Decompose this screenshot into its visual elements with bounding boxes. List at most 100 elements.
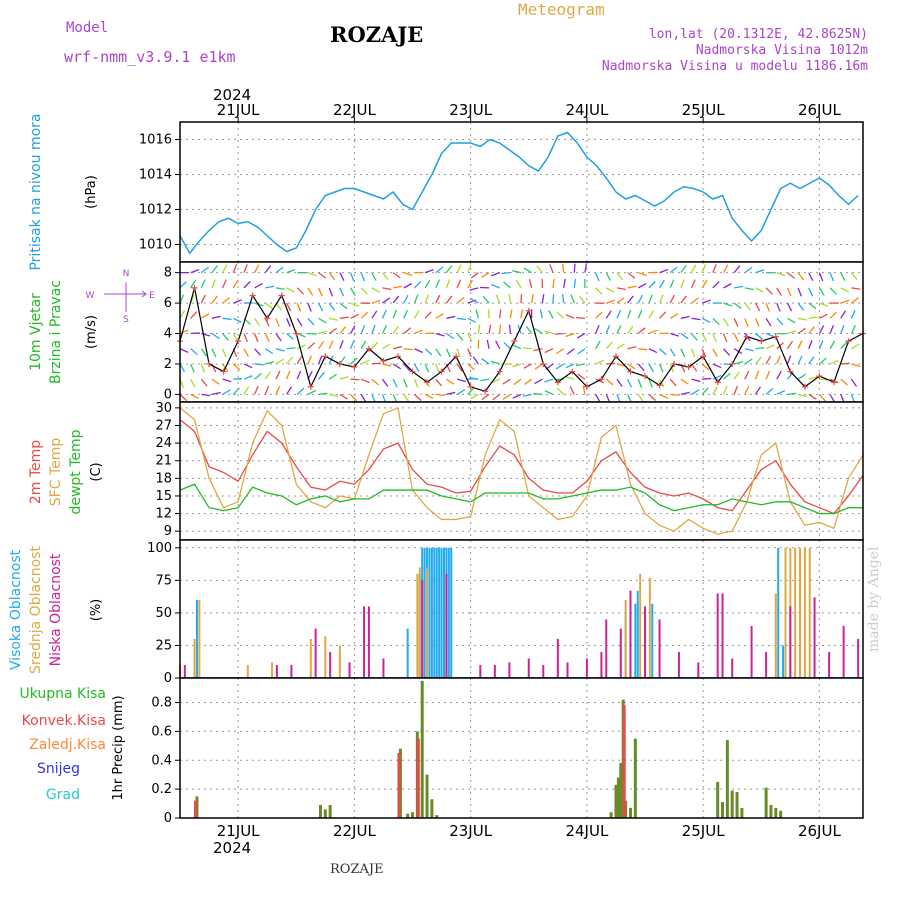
wind-vector [722,317,729,327]
footer-station: ROZAJE [330,862,384,877]
wind-vector [534,378,543,385]
wind-vector [445,279,451,289]
cloud-bar [721,593,724,678]
panel-clouds: 0 25 50 75 100 [147,539,864,686]
cloud-bar [426,568,429,678]
wind-vector [232,264,238,273]
wind-vector [371,324,376,334]
temp-axis-title-1: 2m Temp [28,440,44,504]
cloud-bar [418,567,421,678]
temp-axis-title-3: dewpt Temp [68,429,84,514]
wind-vector [755,269,765,274]
wind-vector [350,313,359,319]
gust-marker [191,284,198,291]
wind-vector [200,313,210,319]
precip-bar [730,790,734,818]
wind-vector [350,393,358,402]
precip-bar [764,787,768,818]
wind-vector [339,326,347,334]
wind-vector [776,272,786,277]
wind-vector [595,378,605,384]
wind-vector [723,372,731,380]
wind-vector [179,393,187,402]
wind-vectors [179,263,861,404]
wind-vector [616,297,625,304]
wind-vector [286,356,294,365]
wind-vector [573,278,577,288]
cloud-bar [605,619,608,678]
day-label-top: 24JUL [565,101,608,119]
panel-wind: 0 2 4 6 8 [164,261,866,404]
gust-marker [496,368,503,375]
wind-vector [733,333,739,342]
wind-vector [307,332,317,335]
wind-vector [733,385,739,395]
cloud-bar [651,603,654,678]
gust-marker [351,364,358,370]
cloud-bar [435,547,438,678]
wind-vector [808,302,817,310]
gust-marker [816,373,823,380]
wind-vector [456,333,464,341]
cloud-bar [195,599,198,678]
gust-marker [482,388,489,395]
cloud-bar [508,662,511,678]
cloud-bar [774,593,777,678]
wind-vector [797,327,806,335]
wind-vector [456,363,463,372]
gust-marker [554,379,561,386]
wind-vector [392,295,400,304]
y-tick-label: 0.8 [151,696,172,711]
cloud-bar [828,651,831,678]
wind-vector [797,287,802,297]
wind-vector [492,393,501,401]
cloud-bar [629,590,632,678]
wind-vector [577,348,586,355]
wind-vector [371,362,381,365]
y-tick-label: 0 [164,811,172,826]
wind-vector [233,378,243,380]
wind-vector [648,329,658,335]
wind-vector [490,360,500,365]
wind-vector [669,313,679,319]
wind-vector [456,279,462,289]
wind-vector [563,278,566,288]
panel-background [180,678,863,818]
cloud-bar [697,662,700,678]
cloud-bar [382,658,385,678]
wind-vector [285,302,292,312]
wind-vector [190,279,197,289]
wind-vector [296,370,302,380]
y-tick-label: 4 [164,327,172,342]
wind-vector [627,272,636,279]
wind-vector [339,393,348,400]
wind-vector [211,391,221,396]
wind-vector [296,387,305,395]
wind-vector [349,272,355,282]
wind-vector [328,302,336,311]
wind-vector [502,378,511,385]
wind-vector [275,348,285,352]
wind-vector [570,294,575,304]
precip-bar [614,784,618,818]
precip-bar [619,763,623,818]
wind-vector [539,309,543,319]
model-label: Model [66,20,109,36]
cloud-bar [430,547,433,678]
wind-vector [840,299,850,304]
precip-bar [633,738,637,818]
wind-vector [307,355,312,365]
cloud-bar [309,638,312,678]
wind-vector [211,348,217,358]
wind-vector [424,363,430,373]
cloud-bar [329,651,332,678]
compass-arrows [104,282,147,312]
wind-vector [403,348,413,351]
wind-vector [595,359,605,365]
model-elevation-readout: Nadmorska Visina u modelu 1186.16m [601,59,868,74]
wind-vector [616,343,625,350]
wind-vector [797,340,803,350]
wind-vector [536,265,543,274]
gust-marker [336,360,343,367]
wind-vector [285,318,291,327]
